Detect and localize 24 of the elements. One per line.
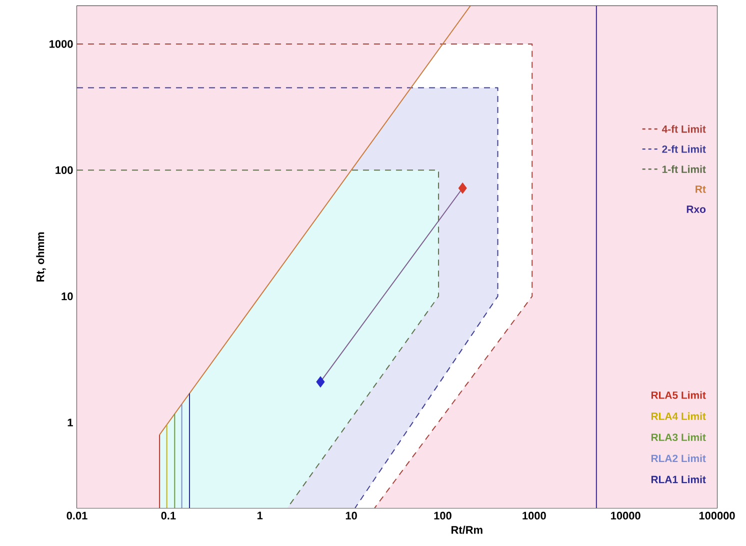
x-tick-label: 1000: [522, 512, 546, 520]
text: Rt: [696, 186, 706, 193]
y-tick-label: 1000: [50, 40, 73, 48]
legend-label: 2-ft Limit: [662, 145, 706, 153]
x-tick-label: 1: [258, 512, 263, 520]
y-tick-label: 100: [56, 166, 73, 174]
y-tick-label: 10: [62, 292, 73, 300]
y-axis-title: Rt, ohmm: [36, 232, 46, 282]
y-tick-label: 1: [68, 418, 73, 426]
text: RLA4 Limit: [651, 412, 706, 420]
x-tick-label: 100000: [699, 512, 735, 520]
x-tick-label: 100: [434, 512, 452, 520]
legend-label: 1-ft Limit: [662, 165, 706, 173]
text: Rxo: [686, 206, 706, 213]
x-tick-label: 0.1: [161, 512, 176, 520]
x-tick-label: 10000: [611, 512, 640, 520]
text: RLA2 Limit: [651, 454, 706, 462]
x-tick-label: 0.01: [66, 512, 88, 520]
x-tick-label: 10: [346, 512, 357, 520]
text: RLA1 Limit: [651, 476, 706, 484]
text: RLA5 Limit: [651, 391, 706, 399]
legend-label: 4-ft Limit: [662, 125, 706, 133]
text: RLA3 Limit: [651, 433, 706, 442]
x-axis-title: Rt/Rm: [452, 526, 482, 534]
